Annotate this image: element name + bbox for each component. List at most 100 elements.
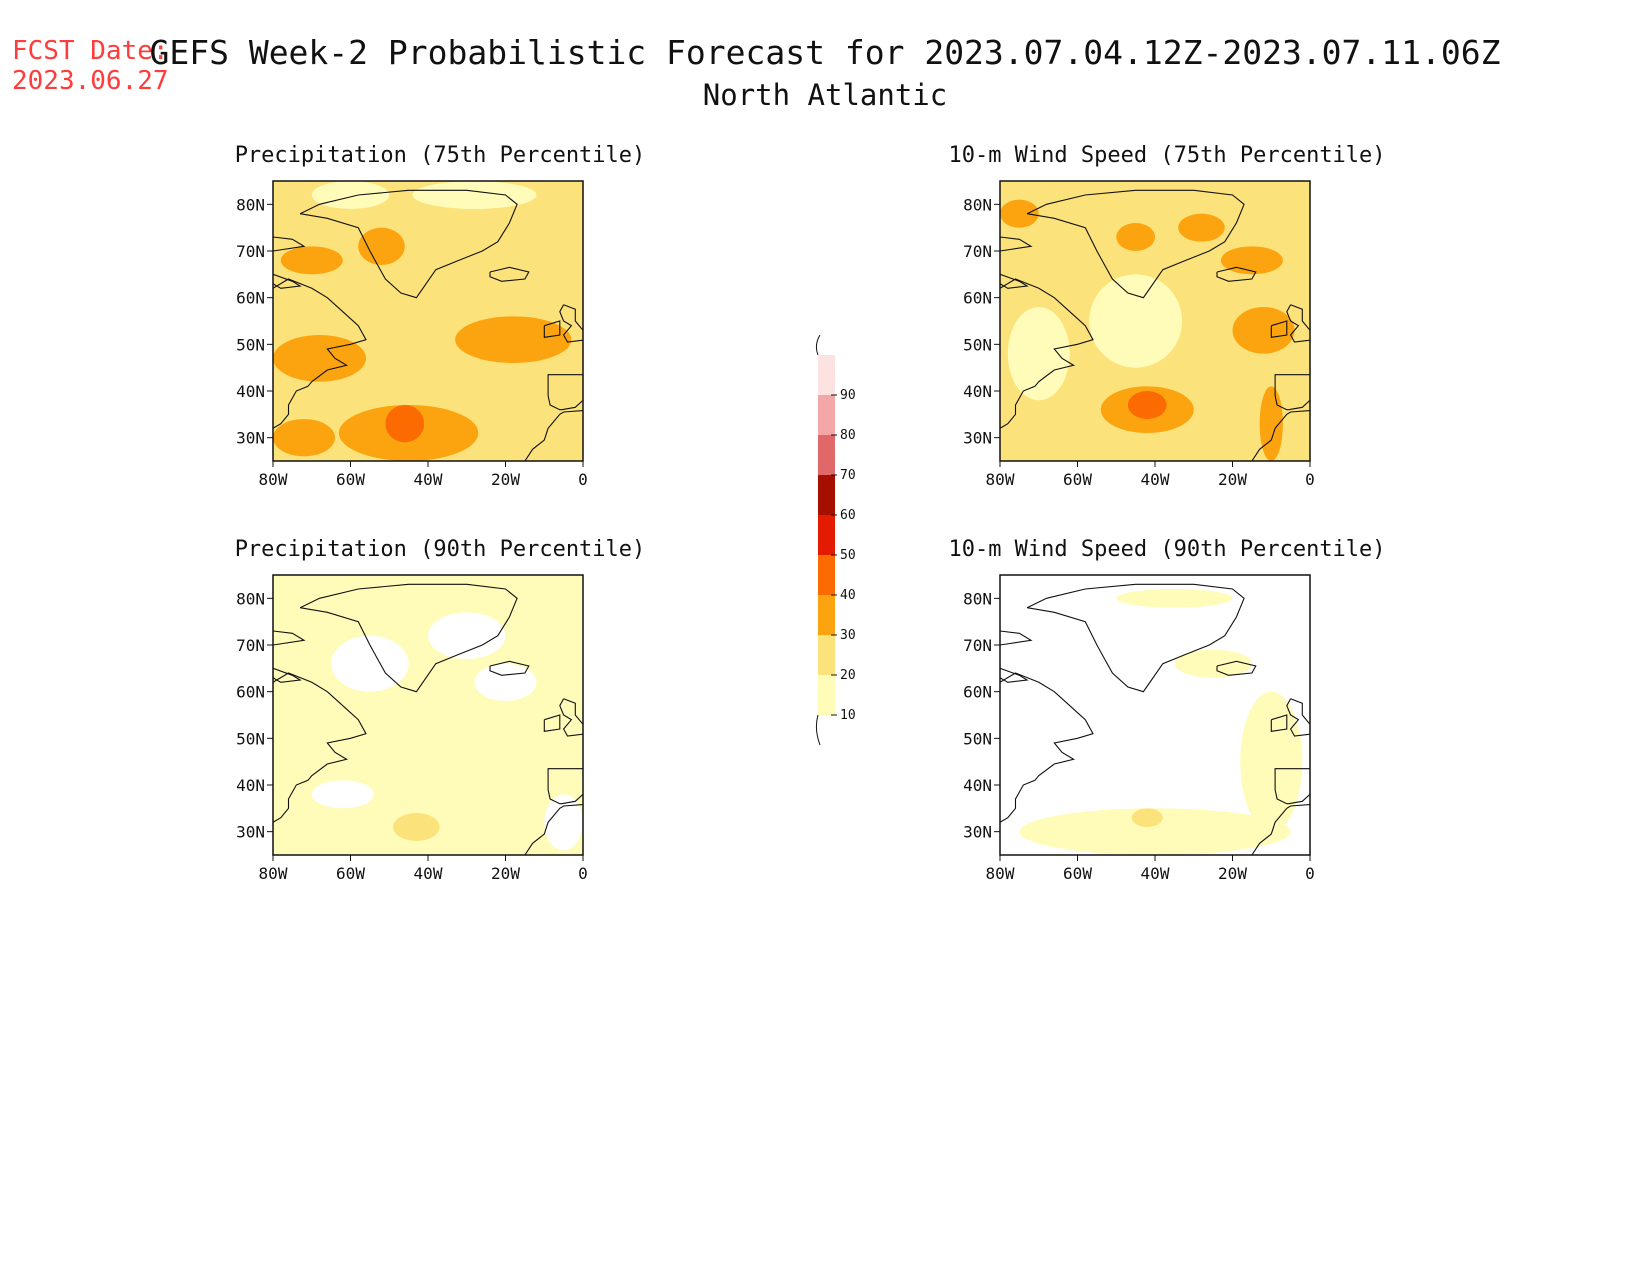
colorbar-top-cap [815, 335, 821, 356]
probability-contour [1178, 213, 1225, 242]
fcst-date-value: 2023.06.27 [12, 66, 169, 96]
coastline [299, 583, 518, 693]
coastline [1026, 583, 1245, 693]
coastline [1000, 630, 1033, 646]
probability-contour [455, 316, 572, 363]
lon-tick-label: 40W [1141, 470, 1170, 489]
lat-tick-label: 60N [963, 683, 992, 702]
map-field [273, 181, 583, 461]
probability-contour [1116, 223, 1155, 251]
lon-tick-label: 40W [1141, 864, 1170, 883]
lat-tick-label: 50N [236, 335, 265, 354]
colorbar-bottom-cap [815, 714, 821, 745]
colorbar-label: 20 [840, 668, 856, 683]
probability-contour [273, 335, 366, 382]
coastline [273, 672, 367, 823]
coastline [1216, 660, 1257, 676]
lat-tick-label: 60N [236, 683, 265, 702]
coastline [543, 320, 561, 338]
coastline [559, 304, 583, 343]
probability-contour [1131, 808, 1163, 827]
colorbar-segment [818, 635, 835, 675]
lon-tick-label: 80W [986, 470, 1015, 489]
coastline [1216, 266, 1257, 282]
coastline [489, 660, 530, 676]
lat-tick-label: 60N [963, 289, 992, 308]
lat-tick-label: 80N [963, 589, 992, 608]
colorbar-segment [818, 395, 835, 435]
lon-tick-label: 0 [1305, 470, 1315, 489]
probability-contour [412, 181, 537, 209]
map-precip-90: 80N 70N 60N 50N 40N 30N 80W 60W 40W 20W 0 [236, 574, 588, 883]
panel-title: 10-m Wind Speed (90th Percentile) [948, 537, 1386, 562]
map-field [273, 575, 583, 855]
colorbar-segment [818, 675, 835, 715]
coastline [1000, 672, 1094, 823]
coastline [273, 236, 306, 252]
field-background [273, 575, 583, 855]
lon-tick-label: 80W [986, 864, 1015, 883]
probability-contour [1007, 307, 1070, 401]
panel-title: Precipitation (90th Percentile) [234, 537, 646, 562]
page-subtitle: North Atlantic [702, 78, 948, 112]
probability-contour [1019, 808, 1291, 855]
forecast-date-block: FCST Date: 2023.06.27 [12, 36, 169, 96]
lat-tick-label: 40N [236, 382, 265, 401]
lat-tick-label: 80N [236, 195, 265, 214]
lon-tick-label: 80W [259, 864, 288, 883]
coastline [1270, 320, 1288, 338]
lon-tick-label: 0 [578, 470, 588, 489]
coastline [273, 630, 306, 646]
coastline [1000, 273, 1029, 289]
lat-tick-label: 50N [963, 335, 992, 354]
probability-contour [1116, 589, 1233, 608]
coastline [559, 698, 583, 737]
colorbar-segment [818, 555, 835, 595]
panel-wind-90: 10-m Wind Speed (90th Percentile) 80N 70N… [932, 537, 1402, 927]
coastline [524, 410, 583, 461]
coastline [1286, 698, 1310, 737]
map-precip-75: 80N 70N 60N 50N 40N 30N 80W 60W 40W 20W 0 [236, 180, 588, 489]
lon-tick-label: 40W [414, 470, 443, 489]
coastline [273, 667, 302, 683]
probability-contour [1240, 691, 1303, 832]
lat-tick-label: 60N [236, 289, 265, 308]
panel-title: 10-m Wind Speed (75th Percentile) [948, 143, 1386, 168]
lat-tick-label: 50N [236, 729, 265, 748]
lat-tick-label: 30N [963, 429, 992, 448]
probability-contour [358, 227, 405, 265]
colorbar-segment [818, 355, 835, 395]
lon-tick-label: 20W [1218, 864, 1247, 883]
coastline [1286, 304, 1310, 343]
colorbar-segment [818, 435, 835, 475]
probability-contour [544, 794, 583, 851]
page-title: GEFS Week-2 Probabilistic Forecast for 2… [149, 33, 1501, 72]
lat-tick-label: 80N [236, 589, 265, 608]
colorbar-segment [818, 475, 835, 515]
probability-contour [1232, 307, 1295, 354]
colorbar-label: 70 [840, 468, 856, 483]
coastline [547, 374, 583, 411]
lon-tick-label: 60W [1063, 470, 1092, 489]
colorbar-segment [818, 595, 835, 635]
lat-tick-label: 40N [236, 776, 265, 795]
panel-precip-90: Precipitation (90th Percentile) 80N 70N 60… [205, 537, 675, 927]
lon-tick-label: 0 [578, 864, 588, 883]
coastline [1251, 410, 1310, 461]
map-field [1000, 181, 1310, 461]
map-wind-75: 80N 70N 60N 50N 40N 30N 80W 60W 40W 20W 0 [963, 180, 1315, 489]
lat-tick-label: 70N [963, 636, 992, 655]
lon-tick-label: 60W [336, 864, 365, 883]
probability-contour [273, 419, 335, 457]
map-wind-90: 80N 70N 60N 50N 40N 30N 80W 60W 40W 20W 0 [963, 574, 1315, 883]
colorbar-label: 80 [840, 428, 856, 443]
probability-contour [393, 813, 440, 841]
coastline [489, 266, 530, 282]
colorbar-label: 60 [840, 508, 856, 523]
lat-tick-label: 40N [963, 776, 992, 795]
panel-precip-75: Precipitation (75th Percentile) 80N 70N 60… [205, 143, 675, 533]
coastline [1000, 667, 1029, 683]
coastline [524, 804, 583, 855]
lon-tick-label: 20W [491, 470, 520, 489]
probability-contour [1089, 274, 1183, 368]
